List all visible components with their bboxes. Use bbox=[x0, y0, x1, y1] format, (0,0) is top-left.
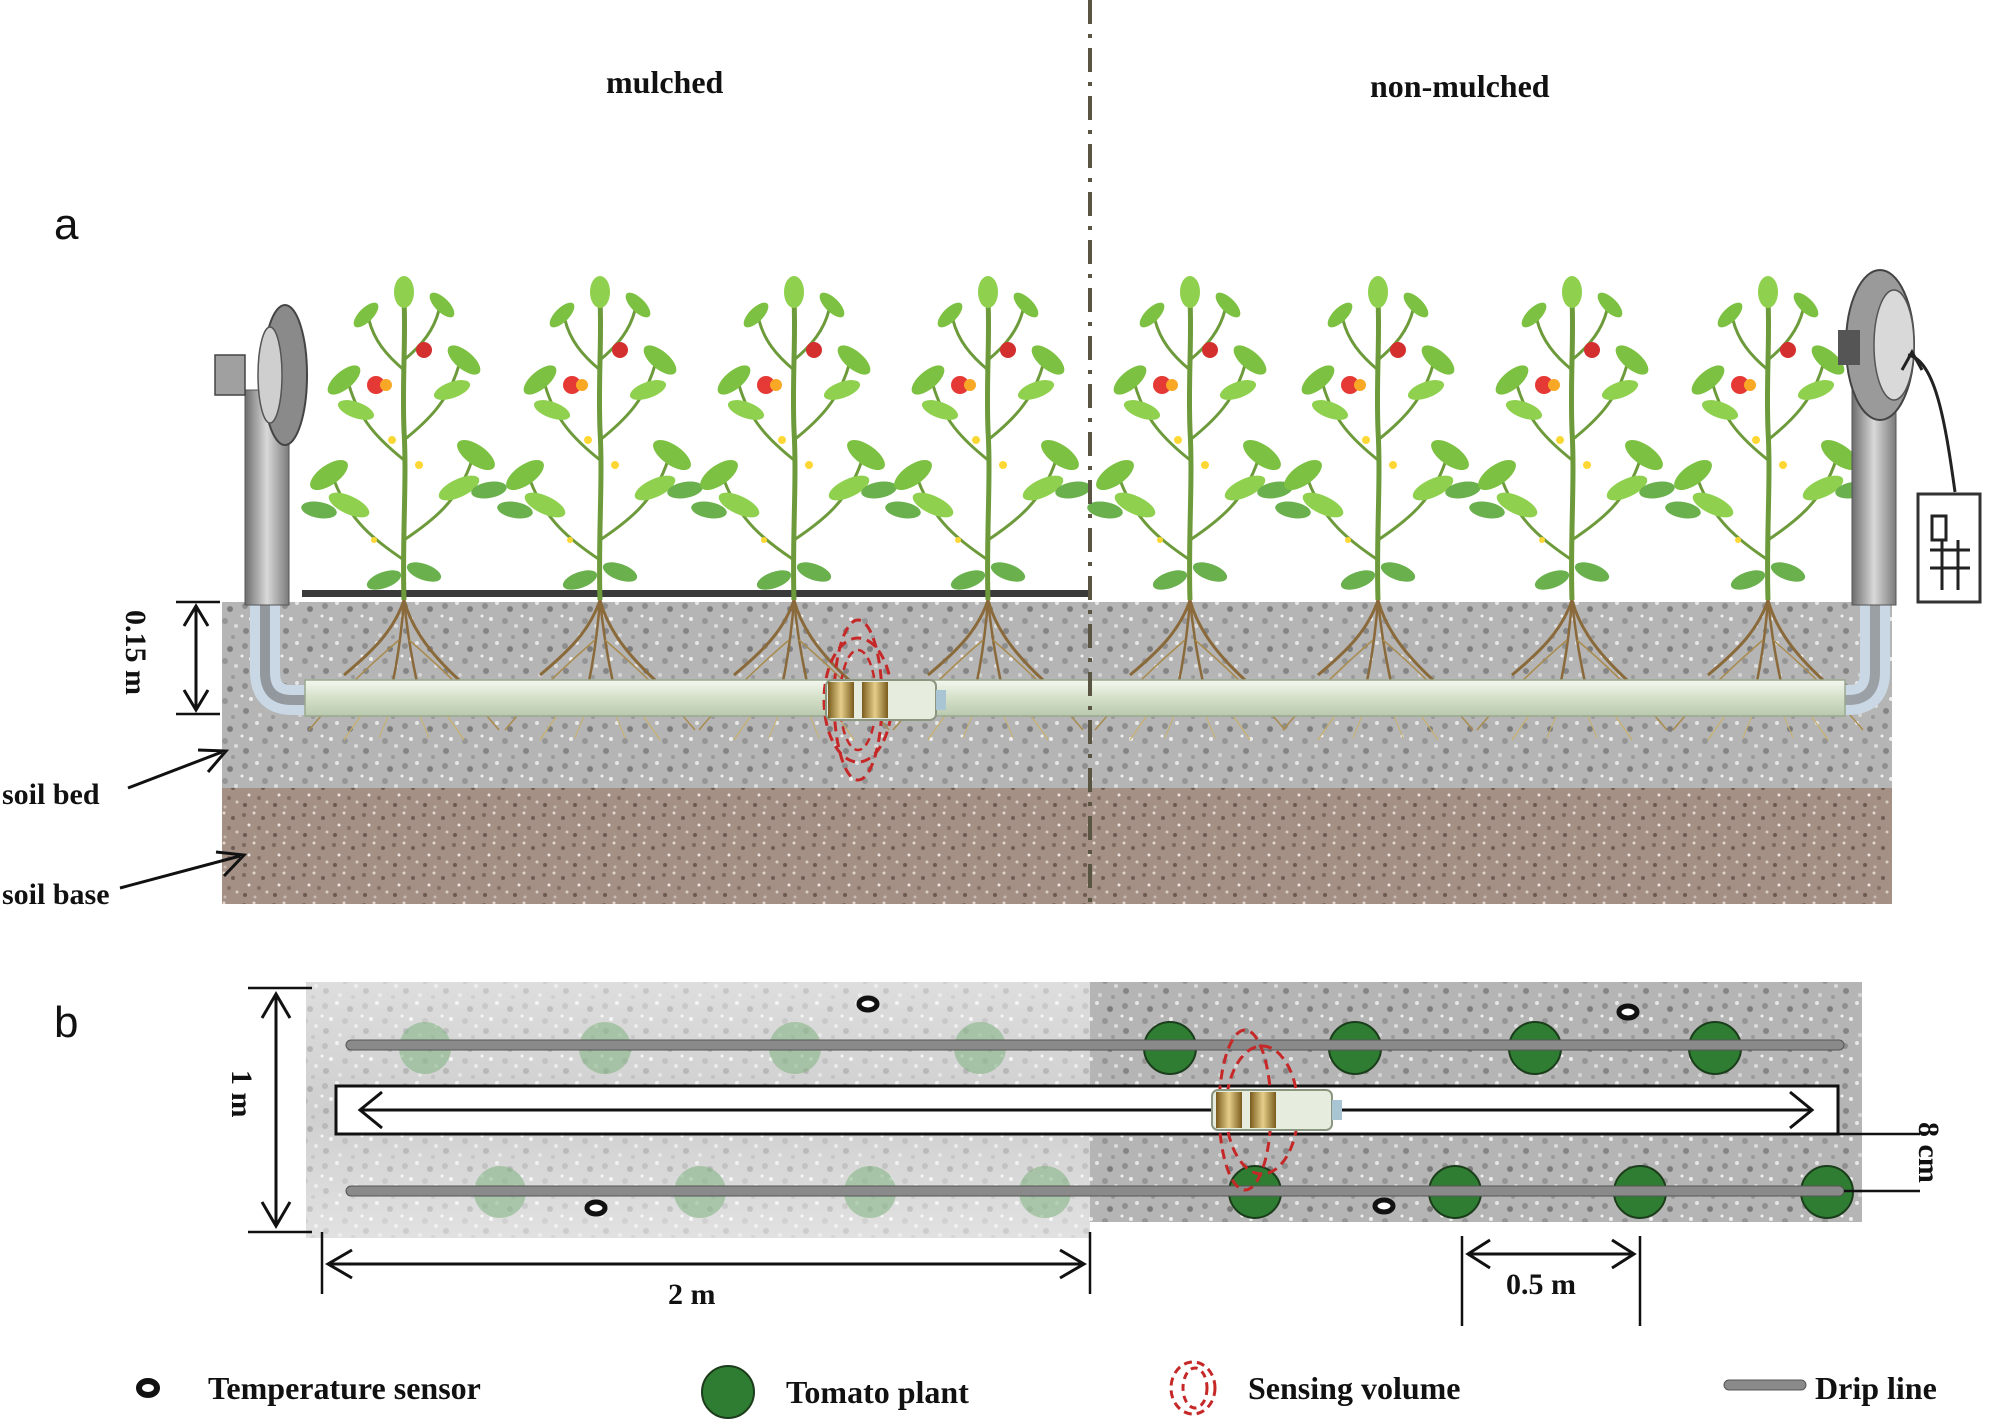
legend-temperature-sensor-label: Temperature sensor bbox=[208, 1370, 481, 1406]
left-reel bbox=[214, 304, 308, 606]
offset-dimension bbox=[1838, 1132, 1920, 1193]
soil-bed-label: soil bed bbox=[2, 778, 100, 811]
soil-bed-arrow bbox=[127, 748, 230, 790]
panel-a bbox=[119, 0, 1982, 904]
data-logger-icon bbox=[1916, 492, 1982, 604]
width-label: 1 m bbox=[225, 1070, 258, 1118]
spacing-label: 0.5 m bbox=[1506, 1268, 1576, 1301]
panel-b bbox=[248, 982, 1920, 1326]
depth-label: 0.15 m bbox=[119, 610, 152, 695]
non-mulched-label: non-mulched bbox=[1370, 68, 1550, 104]
legend-tomato-plant-icon bbox=[701, 1365, 755, 1419]
tomato-plants-mulched bbox=[300, 276, 1092, 600]
panel-b-letter: b bbox=[54, 998, 79, 1047]
legend-sensing-volume-label: Sensing volume bbox=[1248, 1370, 1461, 1406]
plan-access-tube bbox=[334, 1084, 1840, 1136]
soil-base bbox=[222, 788, 1892, 904]
mulch-film bbox=[302, 590, 1088, 597]
access-tube bbox=[250, 470, 1890, 717]
legend-sensing-volume-icon bbox=[1169, 1360, 1217, 1416]
legend bbox=[136, 1360, 1807, 1419]
length-dimension bbox=[320, 1232, 1092, 1294]
right-reel bbox=[1838, 269, 1957, 606]
tomato-plants-non-mulched bbox=[1086, 276, 1872, 600]
plan-probe bbox=[1211, 1089, 1342, 1131]
soil-base-label: soil base bbox=[2, 878, 110, 911]
offset-label: 8 cm bbox=[1912, 1122, 1945, 1183]
legend-tomato-plant-label: Tomato plant bbox=[786, 1374, 969, 1410]
legend-drip-line-icon bbox=[1723, 1379, 1807, 1391]
mulched-label: mulched bbox=[606, 64, 724, 100]
depth-dimension bbox=[176, 600, 220, 716]
capacitance-probe bbox=[825, 679, 946, 721]
plan-drip-lines bbox=[345, 1039, 1845, 1197]
legend-temperature-sensor-icon bbox=[136, 1378, 160, 1398]
legend-drip-line-label: Drip line bbox=[1815, 1370, 1937, 1406]
plan-temperature-sensors bbox=[584, 995, 1640, 1217]
width-dimension bbox=[248, 986, 312, 1234]
spacing-dimension bbox=[1460, 1236, 1642, 1326]
panel-a-letter: a bbox=[54, 200, 79, 249]
soil-base-arrow bbox=[119, 850, 248, 890]
length-label: 2 m bbox=[668, 1278, 716, 1311]
